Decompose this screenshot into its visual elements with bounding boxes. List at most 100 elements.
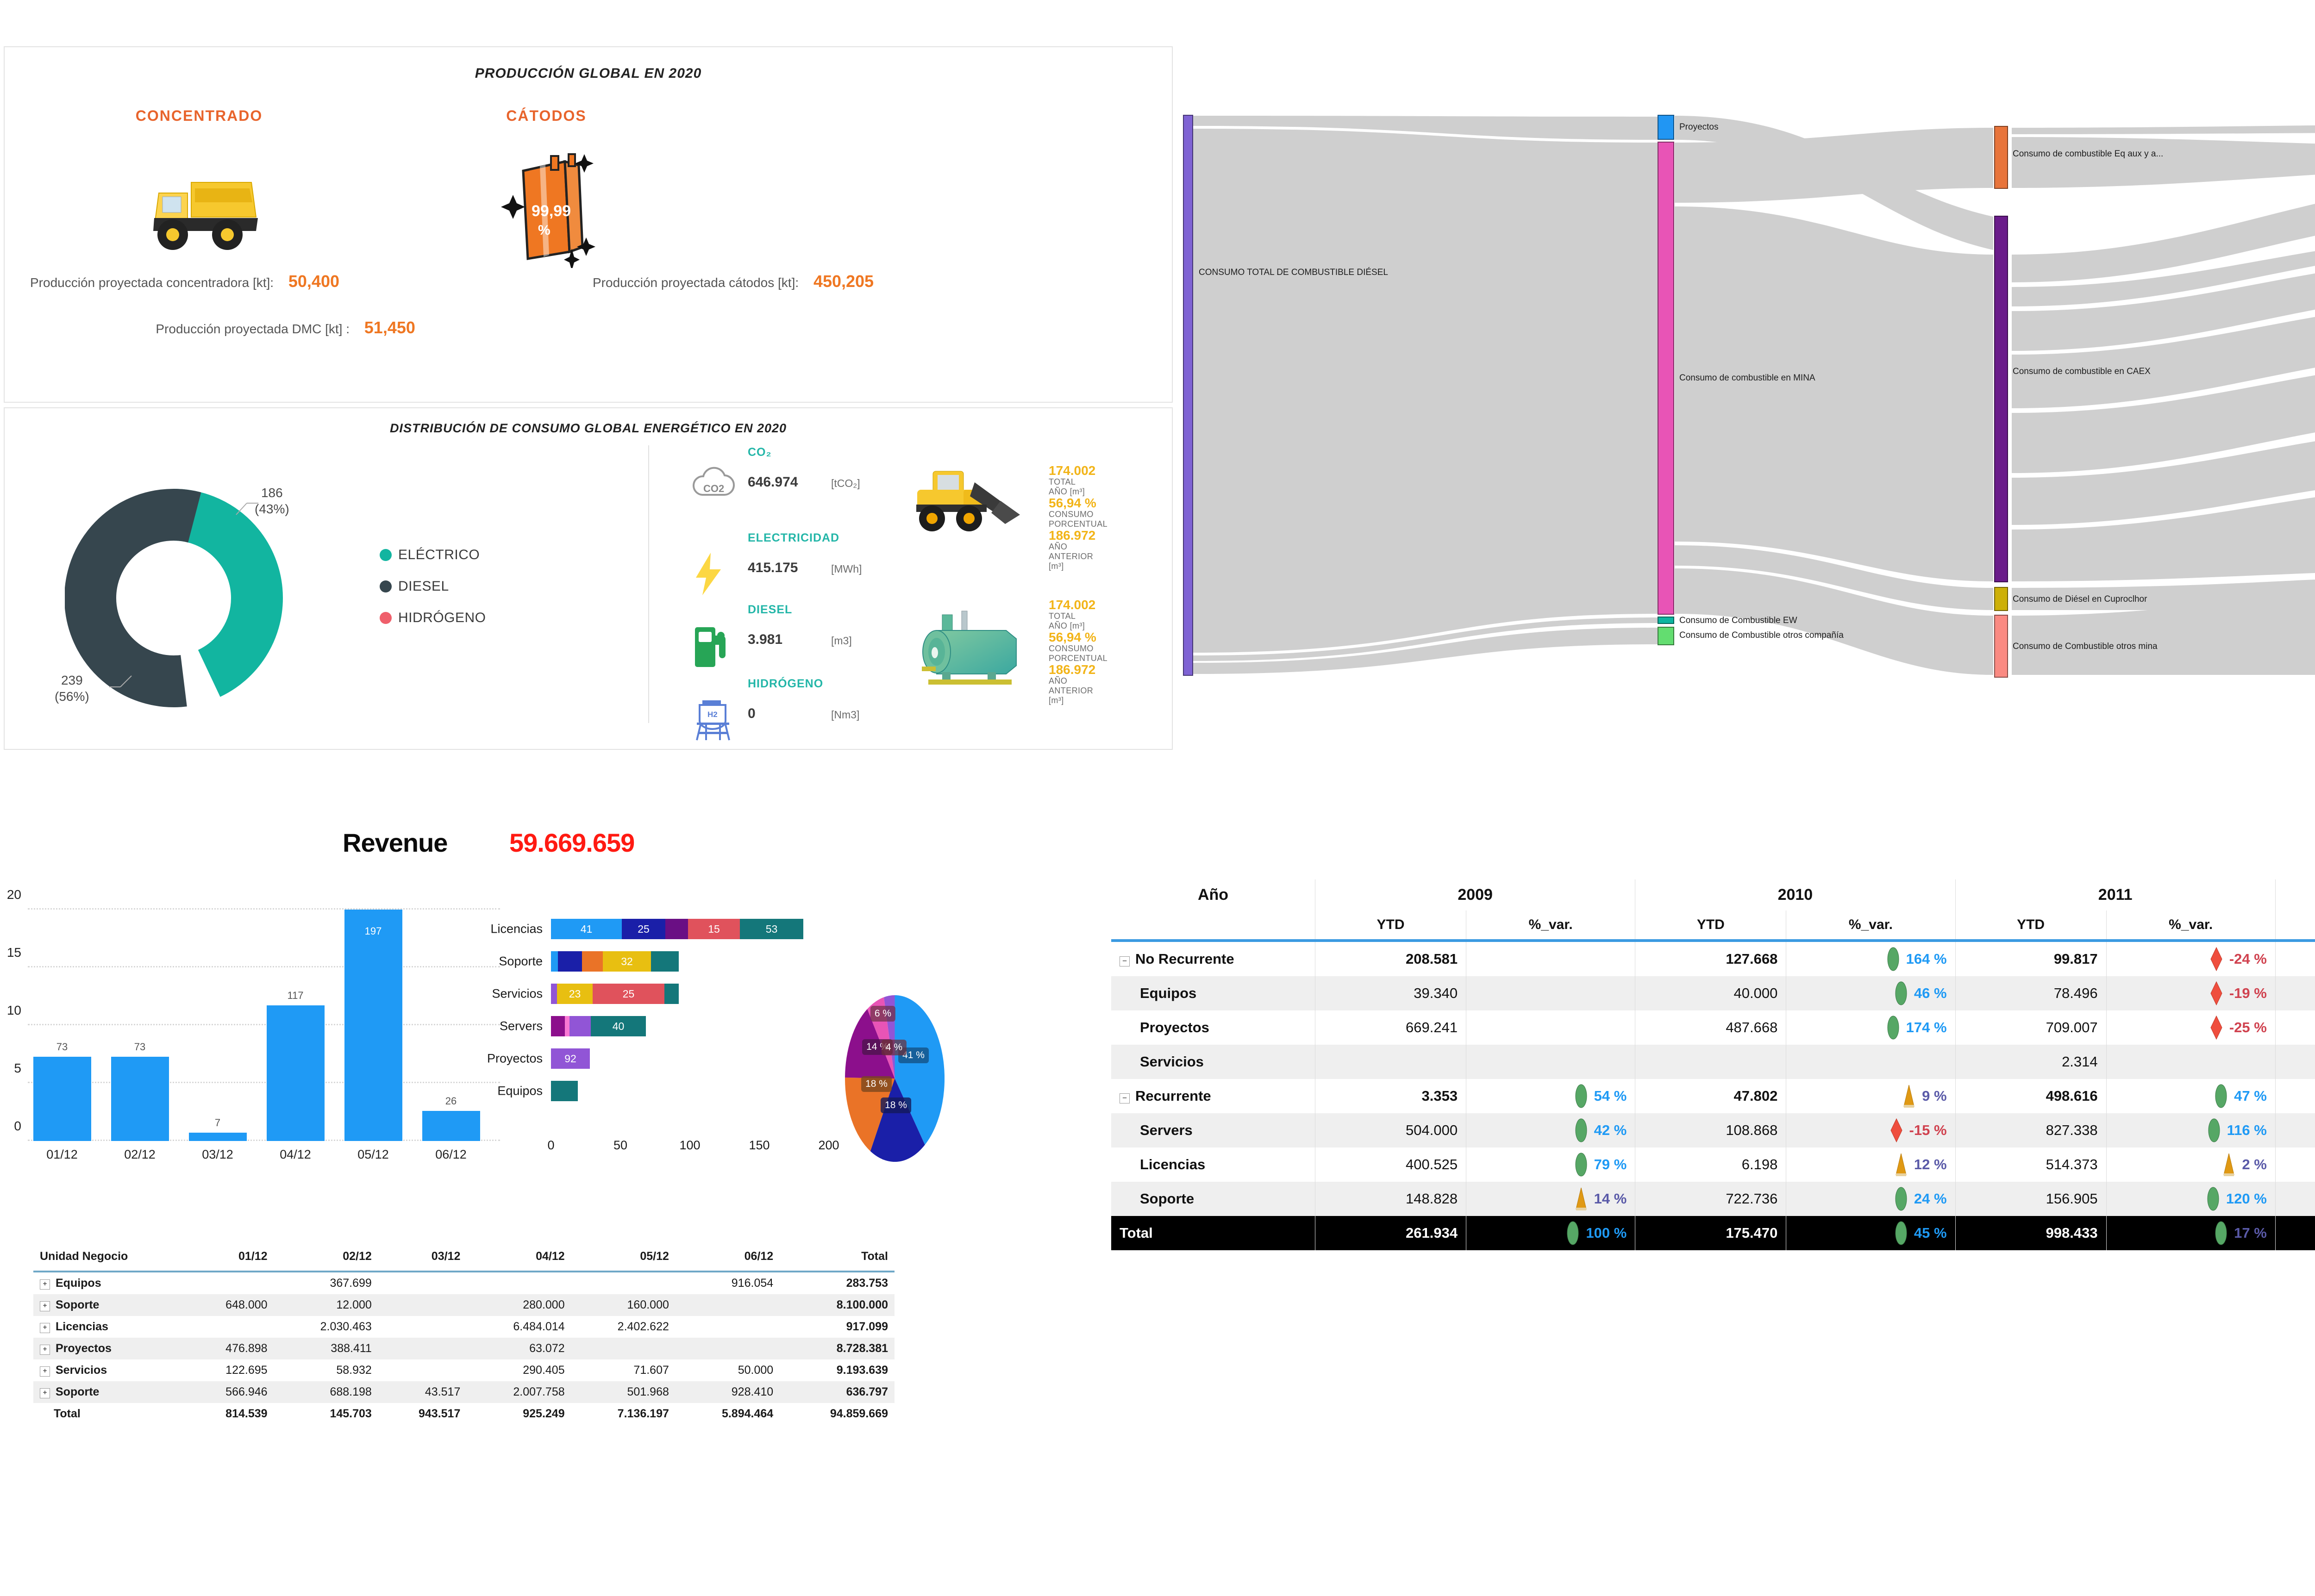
hbar-seg[interactable]: 25 bbox=[593, 984, 664, 1004]
expander-icon[interactable]: + bbox=[40, 1279, 50, 1290]
bar-05-12[interactable] bbox=[344, 910, 402, 1141]
year-header-2009[interactable]: 2009 bbox=[1314, 879, 1635, 910]
collapse-icon[interactable]: ‒ bbox=[1120, 1093, 1130, 1103]
hbar-seg[interactable] bbox=[551, 1016, 565, 1036]
legend-item-diesel[interactable]: DIESEL bbox=[380, 579, 486, 594]
hbar-seg[interactable] bbox=[565, 1016, 569, 1036]
expander-icon[interactable]: + bbox=[40, 1301, 50, 1311]
hbar-seg[interactable] bbox=[551, 984, 557, 1004]
col-06-12[interactable]: 06/12 bbox=[675, 1245, 780, 1272]
sankey-node-consumo-total-diesel[interactable] bbox=[1183, 115, 1193, 676]
bar-06-12[interactable] bbox=[422, 1111, 480, 1141]
matrix-row[interactable]: Equipos 39.340 40.000 46 % 78.496 -19 % 283.75… bbox=[1111, 976, 2315, 1010]
hbar-seg[interactable] bbox=[551, 1081, 578, 1101]
year-header-2010[interactable]: 2010 bbox=[1635, 879, 1956, 910]
hbar-seg[interactable]: 15 bbox=[688, 919, 740, 939]
matrix-row-label[interactable]: Servers bbox=[1111, 1113, 1315, 1147]
sankey-node-caex[interactable] bbox=[1994, 216, 2008, 582]
table-row[interactable]: + Licencias 2.030.463 6.484.014 2.402.622… bbox=[33, 1316, 895, 1338]
col-03-12[interactable]: 03/12 bbox=[378, 1245, 467, 1272]
row-header-ano[interactable]: Año bbox=[1197, 886, 1229, 904]
collapse-icon[interactable]: ‒ bbox=[1120, 956, 1130, 966]
sankey-node-otros-compania[interactable] bbox=[1658, 627, 1674, 645]
year-header-2012[interactable]: 2012 bbox=[2275, 879, 2315, 910]
sankey-node-ew[interactable] bbox=[1658, 617, 1674, 624]
subheader-var-2011[interactable]: %_var. bbox=[2106, 910, 2276, 942]
row-label-proyectos[interactable]: + Proyectos bbox=[33, 1338, 185, 1359]
matrix-row-label[interactable]: Servicios bbox=[1111, 1045, 1315, 1079]
row-label-equipos[interactable]: + Equipos bbox=[33, 1272, 185, 1294]
table-row[interactable]: + Soporte 648.000 12.000 280.000 160.000 … bbox=[33, 1294, 895, 1316]
table-row[interactable]: + Soporte 566.946 688.198 43.517 2.007.75… bbox=[33, 1381, 895, 1403]
subheader-var-2009[interactable]: %_var. bbox=[1466, 910, 1635, 942]
hbar-seg[interactable]: 53 bbox=[740, 919, 803, 939]
matrix-row[interactable]: Proyectos 669.241 487.668 174 % 709.007 -25 %… bbox=[1111, 1010, 2315, 1045]
hbar-seg[interactable] bbox=[582, 951, 603, 972]
sankey-node-proyectos[interactable] bbox=[1658, 115, 1674, 140]
sankey-node-otros-mina[interactable] bbox=[1994, 615, 2008, 678]
table-row[interactable]: + Servicios 122.695 58.932 290.405 71.607… bbox=[33, 1359, 895, 1381]
svg-text:99,99: 99,99 bbox=[532, 202, 571, 220]
hbar-seg[interactable] bbox=[551, 951, 558, 972]
col-total[interactable]: Total bbox=[780, 1245, 895, 1272]
hbar-seg[interactable] bbox=[569, 1016, 591, 1036]
sankey-node-cuproclhor[interactable] bbox=[1994, 587, 2008, 611]
sankey-node-eq-aux[interactable] bbox=[1994, 126, 2008, 189]
sankey-label-carguio: Consumo de Combustible Carguio bbox=[2285, 152, 2315, 162]
expander-icon[interactable]: + bbox=[40, 1323, 50, 1333]
subheader-ytd-2010[interactable]: YTD bbox=[1635, 910, 1786, 942]
hbar-seg[interactable] bbox=[558, 951, 582, 972]
expander-icon[interactable]: + bbox=[40, 1388, 50, 1398]
row-label-soporte-2[interactable]: + Soporte bbox=[33, 1381, 185, 1403]
hbar-seg[interactable]: 32 bbox=[603, 951, 651, 972]
hbar-seg[interactable]: 40 bbox=[591, 1016, 646, 1036]
matrix-row[interactable]: ‒ Recurrente 3.353 54 % 47.802 9 % 498.616 47 %… bbox=[1111, 1079, 2315, 1113]
table-row[interactable]: + Proyectos 476.898 388.411 63.072 8.728.… bbox=[33, 1338, 895, 1359]
matrix-row-label[interactable]: Equipos bbox=[1111, 976, 1315, 1010]
row-label-soporte[interactable]: + Soporte bbox=[33, 1294, 185, 1316]
matrix-total-row[interactable]: Total 261.934 100 % 175.470 45 % 998.433 17 % 8… bbox=[1111, 1216, 2315, 1250]
subheader-ytd-2009[interactable]: YTD bbox=[1314, 910, 1466, 942]
col-01-12[interactable]: 01/12 bbox=[185, 1245, 274, 1272]
matrix-row[interactable]: Servers 504.000 42 % 108.868 -15 % 827.338 116… bbox=[1111, 1113, 2315, 1147]
hbar-seg[interactable] bbox=[664, 984, 679, 1004]
hbar-seg[interactable]: 23 bbox=[557, 984, 593, 1004]
matrix-row-label[interactable]: Licencias bbox=[1111, 1147, 1315, 1182]
table-row[interactable]: + Equipos 367.699 916.054 283.753 bbox=[33, 1272, 895, 1294]
bar-04-12[interactable] bbox=[267, 1005, 325, 1141]
hbar-seg[interactable] bbox=[665, 919, 688, 939]
matrix-row[interactable]: ‒ No Recurrente 208.581 127.668 164 % 99.817 -… bbox=[1111, 941, 2315, 976]
row-label-licencias[interactable]: + Licencias bbox=[33, 1316, 185, 1338]
subheader-var-2010[interactable]: %_var. bbox=[1786, 910, 1956, 942]
hbar-seg[interactable] bbox=[651, 951, 679, 972]
legend-item-electrico[interactable]: ELÉCTRICO bbox=[380, 547, 486, 563]
matrix-row-label[interactable]: Proyectos bbox=[1111, 1010, 1315, 1045]
subheader-ytd-2012[interactable]: YTD bbox=[2275, 910, 2315, 942]
matrix-ytd-cell: 722.736 bbox=[1635, 1182, 1786, 1216]
subheader-ytd-2011[interactable]: YTD bbox=[1955, 910, 2107, 942]
matrix-row-label[interactable]: ‒ No Recurrente bbox=[1111, 941, 1315, 976]
col-05-12[interactable]: 05/12 bbox=[571, 1245, 676, 1272]
col-02-12[interactable]: 02/12 bbox=[274, 1245, 378, 1272]
year-header-2011[interactable]: 2011 bbox=[1955, 879, 2276, 910]
bar-02-12[interactable] bbox=[111, 1057, 169, 1141]
matrix-row[interactable]: Soporte 148.828 14 % 722.736 24 % 156.905 120 … bbox=[1111, 1182, 2315, 1216]
col-04-12[interactable]: 04/12 bbox=[467, 1245, 571, 1272]
matrix-row-label[interactable]: ‒ Recurrente bbox=[1111, 1079, 1315, 1113]
expander-icon[interactable]: + bbox=[40, 1345, 50, 1355]
hbar-seg[interactable]: 92 bbox=[551, 1048, 590, 1069]
hbar-seg[interactable]: 25 bbox=[622, 919, 665, 939]
matrix-row-label[interactable]: Total bbox=[1111, 1216, 1315, 1250]
legend-item-hidrogeno[interactable]: HIDRÓGENO bbox=[380, 610, 486, 626]
matrix-row-label[interactable]: Soporte bbox=[1111, 1182, 1315, 1216]
sankey-node-mina[interactable] bbox=[1658, 142, 1674, 615]
bar-03-12[interactable] bbox=[189, 1133, 247, 1141]
expander-icon[interactable]: + bbox=[40, 1366, 50, 1377]
col-unidad-negocio[interactable]: Unidad Negocio bbox=[33, 1245, 185, 1272]
row-label-servicios[interactable]: + Servicios bbox=[33, 1359, 185, 1381]
bar-01-12[interactable] bbox=[33, 1057, 91, 1141]
kpi-indicator-diamond bbox=[2210, 981, 2222, 1005]
matrix-row[interactable]: Licencias 400.525 79 % 6.198 12 % 514.373 2 % 9… bbox=[1111, 1147, 2315, 1182]
hbar-seg[interactable]: 41 bbox=[551, 919, 622, 939]
